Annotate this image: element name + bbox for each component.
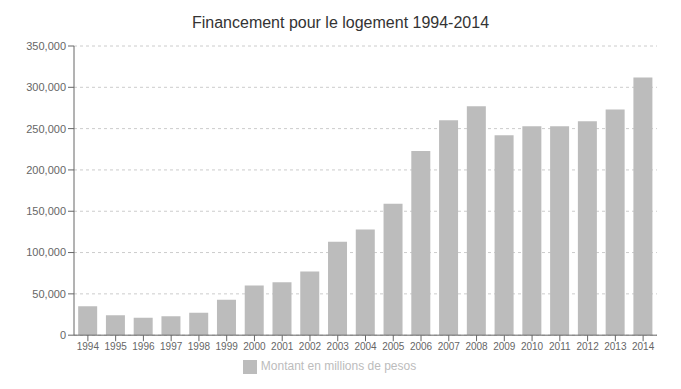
- svg-text:1994: 1994: [77, 341, 100, 352]
- svg-text:2012: 2012: [576, 341, 599, 352]
- svg-text:350,000: 350,000: [26, 40, 66, 52]
- svg-text:1995: 1995: [105, 341, 128, 352]
- svg-text:1998: 1998: [188, 341, 211, 352]
- svg-text:2004: 2004: [354, 341, 377, 352]
- svg-text:0: 0: [60, 329, 66, 341]
- svg-text:2005: 2005: [382, 341, 405, 352]
- svg-text:50,000: 50,000: [32, 288, 66, 300]
- svg-text:2011: 2011: [549, 341, 571, 352]
- svg-text:2014: 2014: [632, 341, 655, 352]
- svg-text:1996: 1996: [132, 341, 155, 352]
- svg-text:1997: 1997: [160, 341, 183, 352]
- svg-text:2007: 2007: [438, 341, 461, 352]
- svg-text:2001: 2001: [271, 341, 294, 352]
- svg-text:1999: 1999: [216, 341, 239, 352]
- svg-text:2000: 2000: [243, 341, 266, 352]
- svg-text:2010: 2010: [521, 341, 544, 352]
- html-text:Montant en millions de pesos: Montant en millions de pesos: [260, 359, 417, 374]
- svg-text:2009: 2009: [493, 341, 516, 352]
- svg-text:300,000: 300,000: [26, 81, 66, 93]
- svg-text:2003: 2003: [327, 341, 350, 352]
- svg-text:2002: 2002: [299, 341, 322, 352]
- svg-text:250,000: 250,000: [26, 123, 66, 135]
- svg-text:2006: 2006: [410, 341, 433, 352]
- html-text:Financement pour le logement 1: Financement pour le logement 1994-2014: [192, 14, 489, 31]
- svg-text:2013: 2013: [604, 341, 627, 352]
- svg-text:150,000: 150,000: [26, 205, 66, 217]
- svg-text:100,000: 100,000: [26, 246, 66, 258]
- svg-text:200,000: 200,000: [26, 164, 66, 176]
- svg-text:2008: 2008: [465, 341, 488, 352]
